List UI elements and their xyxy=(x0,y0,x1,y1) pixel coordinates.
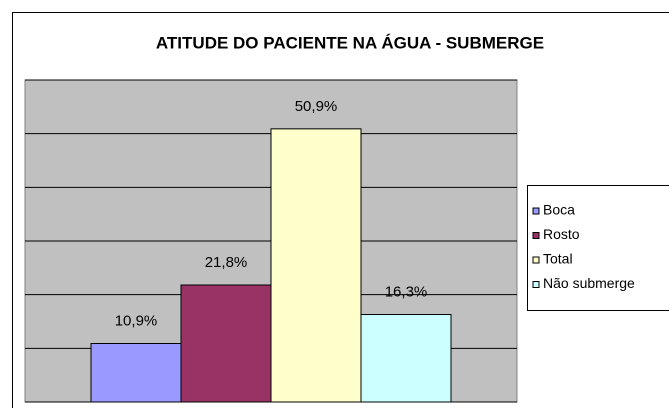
data-label: 10,9% xyxy=(115,312,158,329)
data-label: 50,9% xyxy=(295,98,338,115)
bar xyxy=(90,343,182,403)
legend-label: Não submerge xyxy=(543,275,635,291)
legend-swatch xyxy=(532,256,540,264)
legend-label: Rosto xyxy=(543,226,580,242)
legend-label: Boca xyxy=(543,202,575,218)
legend-swatch xyxy=(532,281,540,288)
bar xyxy=(270,128,362,403)
legend-swatch xyxy=(532,207,540,215)
legend-box xyxy=(527,185,669,311)
chart-title: ATITUDE DO PACIENTE NA ÁGUA - SUBMERGE xyxy=(156,33,544,52)
bar xyxy=(180,284,272,403)
bar xyxy=(360,314,452,403)
legend-swatch xyxy=(532,232,540,239)
legend-label: Total xyxy=(543,251,573,267)
data-label: 21,8% xyxy=(205,254,248,271)
data-label: 16,3% xyxy=(385,283,428,300)
